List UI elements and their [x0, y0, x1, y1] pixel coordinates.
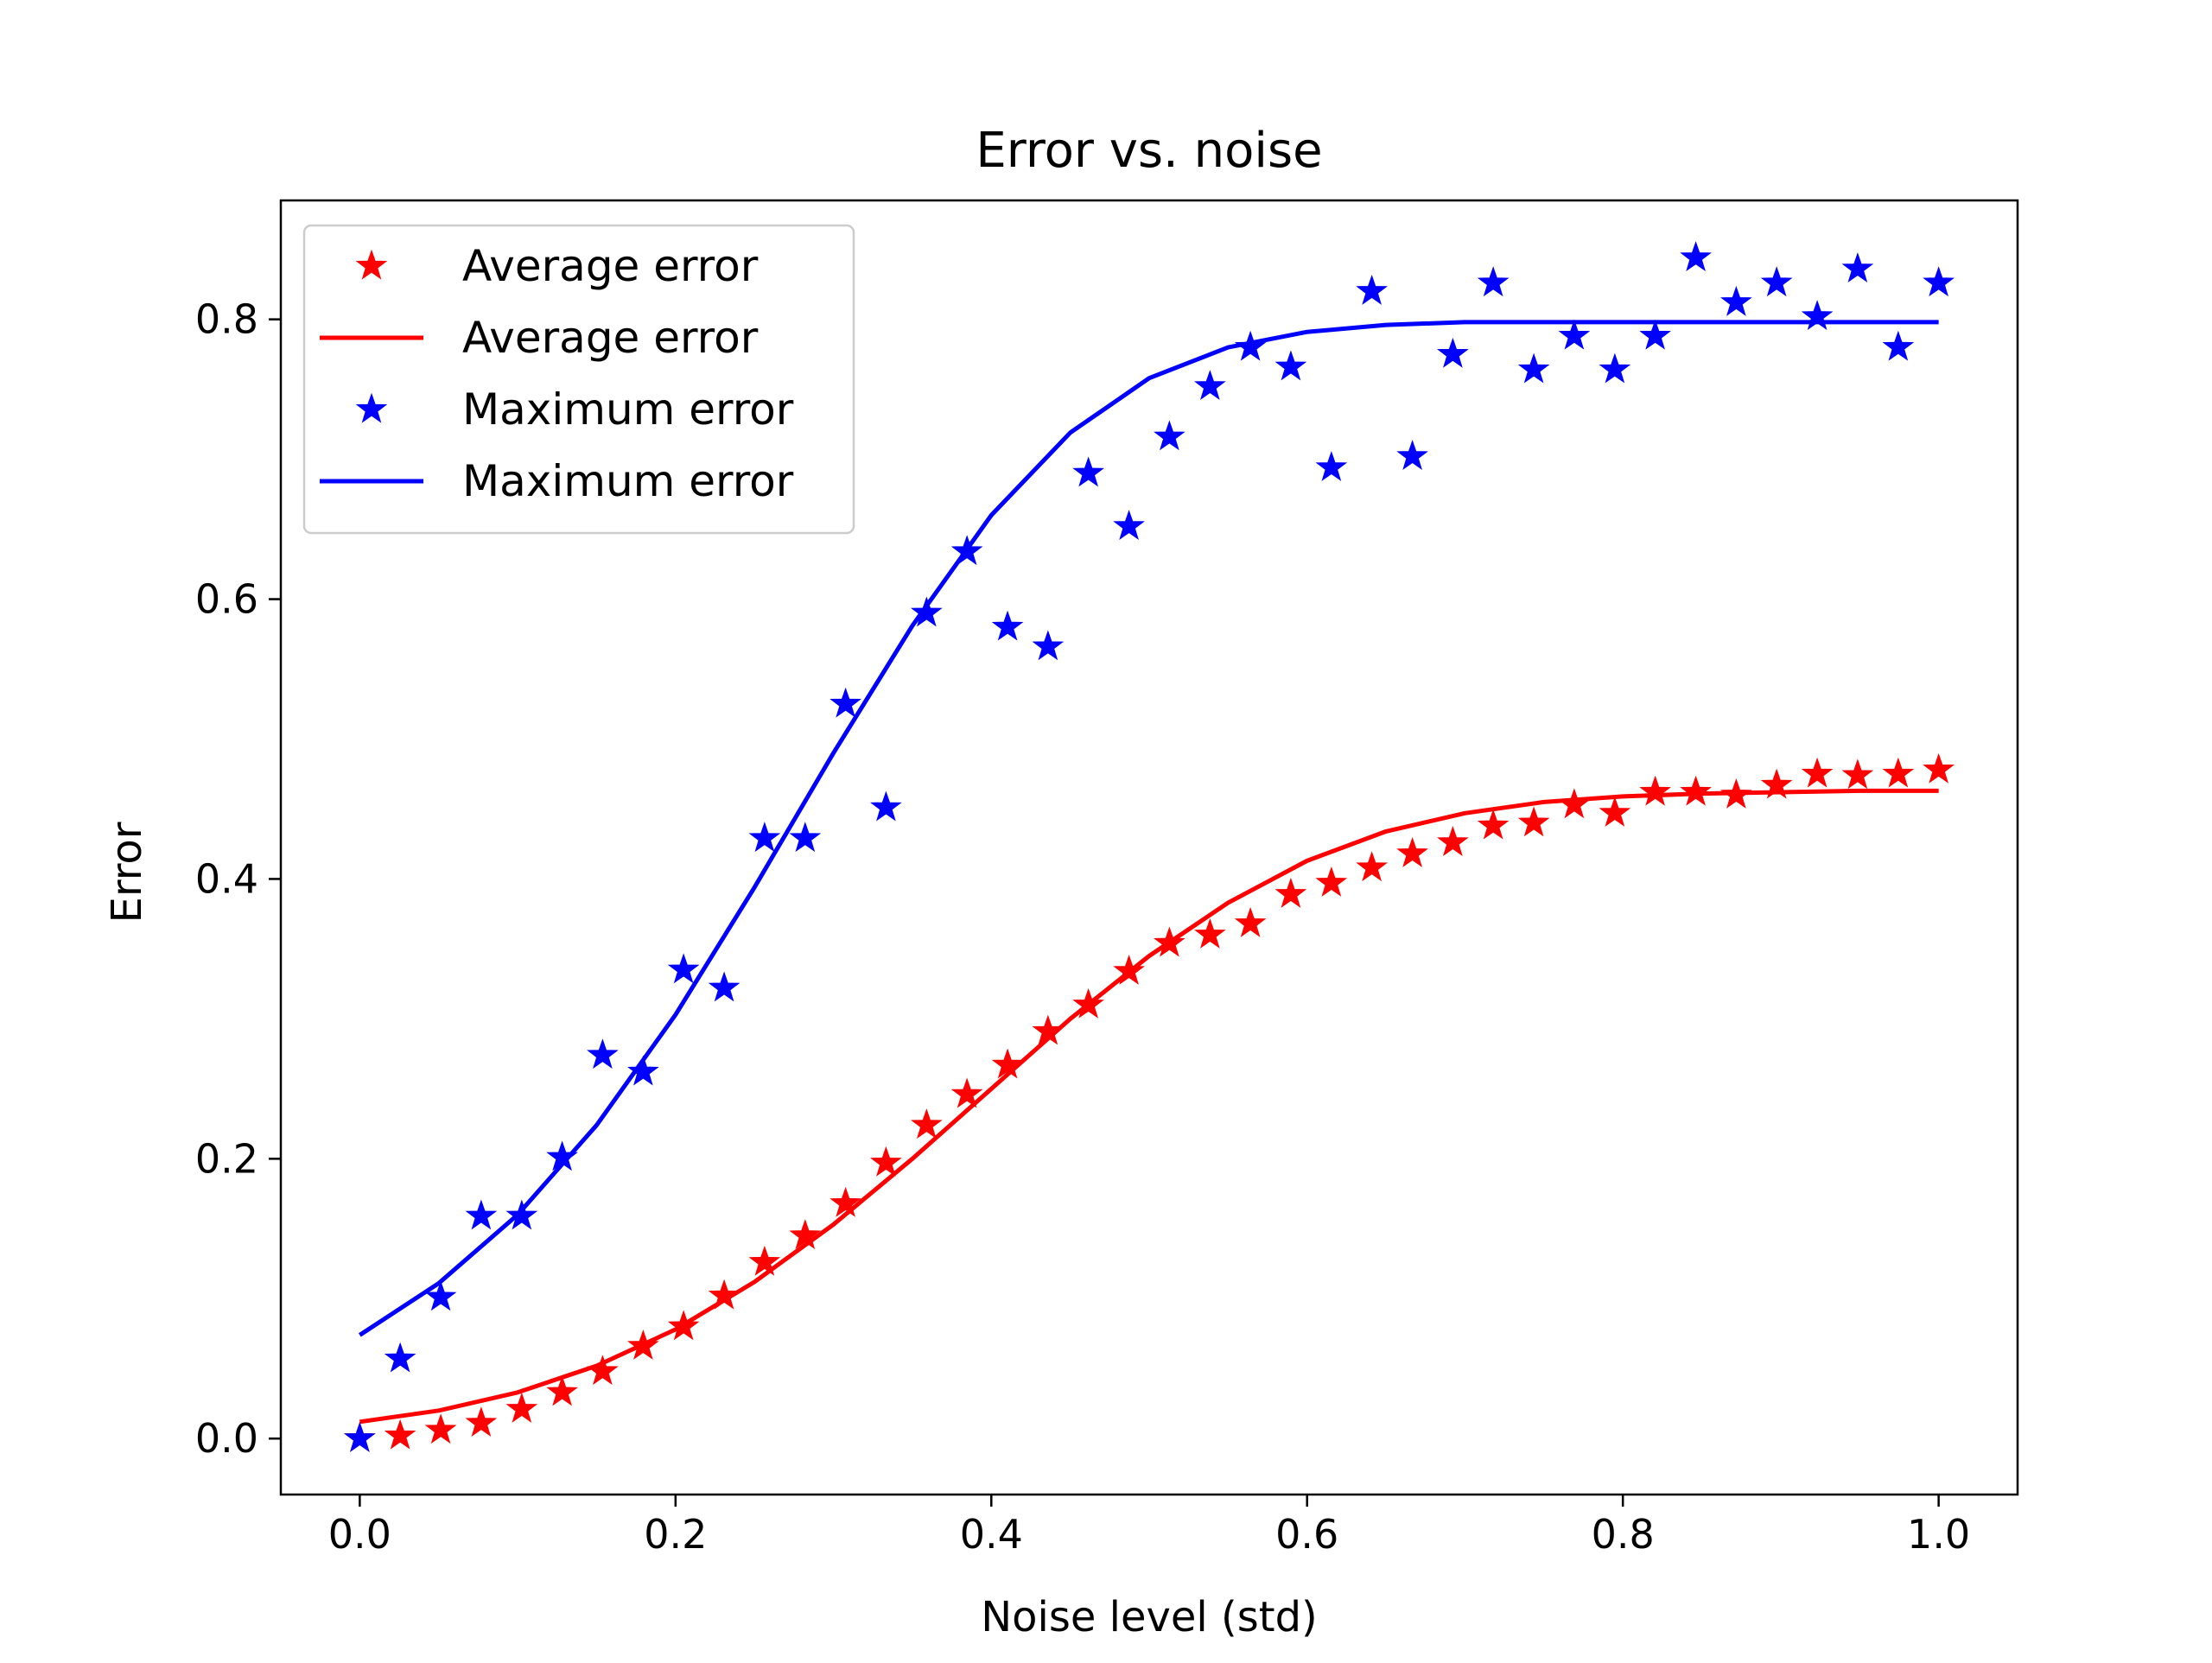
- average-error-point: [424, 1413, 457, 1444]
- average-error-point: [950, 1077, 983, 1108]
- maximum-error-point: [465, 1199, 498, 1230]
- average-error-point: [1882, 757, 1915, 788]
- maximum-error-point: [708, 971, 741, 1002]
- maximum-error-fit-line: [358, 320, 1939, 1337]
- average-error-point: [748, 1245, 781, 1276]
- maximum-error-point: [911, 596, 943, 627]
- average-error-point: [546, 1375, 578, 1406]
- legend-label: Maximum error: [462, 456, 794, 506]
- average-error-point: [991, 1048, 1024, 1079]
- average-error-point: [465, 1406, 498, 1438]
- maximum-error-point: [789, 822, 822, 853]
- y-tick-label: 0.8: [195, 296, 258, 343]
- axes-frame: [279, 199, 2019, 1496]
- y-tick-label: 0.6: [195, 576, 258, 623]
- average-error-point: [1194, 917, 1226, 949]
- plot-area: [344, 241, 1955, 1452]
- legend-box: [302, 224, 855, 535]
- x-tick-label: 0.8: [1592, 1511, 1655, 1558]
- average-error-point: [1356, 851, 1388, 882]
- maximum-error-point: [1477, 266, 1510, 297]
- axes: 0.0 0.2 0.4 0.6 0.8 1.0 0.0 0.2 0.4 0.6 0.8: [195, 199, 2019, 1558]
- average-error-point: [1841, 759, 1874, 790]
- maximum-error-point: [1315, 451, 1348, 481]
- maximum-error-point: [1923, 266, 1955, 297]
- average-error-point: [1477, 809, 1510, 840]
- x-tick-label: 0.6: [1275, 1511, 1338, 1558]
- average-error-fit-line: [359, 788, 1939, 1425]
- average-error-point: [1639, 775, 1671, 806]
- maximum-error-point: [424, 1280, 457, 1311]
- maximum-error-point: [344, 1421, 376, 1452]
- legend: Average error Average error Maximum error M…: [302, 224, 855, 535]
- average-error-point: [789, 1219, 822, 1249]
- maximum-error-point: [1072, 456, 1104, 487]
- maximum-error-point: [384, 1342, 416, 1373]
- maximum-error-point: [627, 1055, 659, 1086]
- average-error-point: [1680, 775, 1712, 806]
- y-tick-label: 0.4: [195, 855, 258, 902]
- average-error-point: [1599, 797, 1631, 827]
- maximum-error-point: [1154, 420, 1185, 451]
- maximum-error-point: [1113, 510, 1145, 540]
- maximum-error-point: [991, 610, 1024, 641]
- maximum-error-point: [748, 822, 781, 853]
- legend-label: Maximum error: [462, 384, 794, 435]
- maximum-error-point: [1437, 337, 1469, 368]
- maximum-error-point: [505, 1199, 538, 1230]
- average-error-point: [1315, 866, 1348, 897]
- average-error-point: [505, 1392, 538, 1423]
- maximum-error-point: [1720, 285, 1752, 316]
- maximum-error-point: [830, 687, 861, 718]
- y-tick-label: 0.2: [195, 1135, 258, 1182]
- maximum-error-point: [587, 1038, 619, 1070]
- average-error-point: [1923, 752, 1955, 784]
- y-tick-label: 0.0: [195, 1415, 258, 1462]
- average-error-point: [830, 1186, 861, 1217]
- maximum-error-point: [1558, 319, 1591, 350]
- x-tick-label: 0.2: [644, 1511, 707, 1558]
- average-error-point: [1396, 837, 1428, 867]
- maximum-error-point: [1356, 274, 1388, 305]
- legend-marker-swatch: [355, 392, 388, 423]
- y-axis-label: Error: [103, 822, 151, 923]
- legend-marker-swatch: [355, 249, 388, 280]
- maximum-error-point: [1194, 370, 1226, 400]
- average-error-point: [911, 1108, 943, 1139]
- chart-title: Error vs. noise: [976, 123, 1322, 179]
- average-error-point: [870, 1146, 902, 1177]
- maximum-error-point: [870, 790, 902, 822]
- average-error-point: [1274, 877, 1307, 908]
- maximum-error-point: [1599, 352, 1631, 384]
- average-error-point: [1801, 757, 1834, 788]
- x-tick-label: 0.0: [328, 1511, 391, 1558]
- maximum-error-point: [1032, 630, 1065, 661]
- average-error-point: [384, 1419, 416, 1450]
- x-tick-label: 0.4: [960, 1511, 1023, 1558]
- legend-label: Average error: [462, 313, 759, 363]
- maximum-error-point: [1517, 352, 1550, 384]
- maximum-error-point: [1639, 319, 1671, 350]
- maximum-error-point: [1680, 241, 1712, 271]
- average-error-point: [1517, 806, 1550, 837]
- maximum-error-point: [667, 953, 700, 984]
- x-tick-label: 1.0: [1907, 1511, 1970, 1558]
- legend-label: Average error: [462, 241, 759, 291]
- x-axis-label: Noise level (std): [981, 1593, 1318, 1641]
- average-error-point: [1437, 826, 1469, 856]
- maximum-error-point: [1396, 440, 1428, 470]
- maximum-error-point: [1841, 252, 1874, 282]
- maximum-error-point: [1760, 266, 1793, 297]
- maximum-error-point: [1274, 350, 1307, 381]
- average-error-point: [1234, 906, 1267, 937]
- maximum-error-point: [1882, 330, 1915, 361]
